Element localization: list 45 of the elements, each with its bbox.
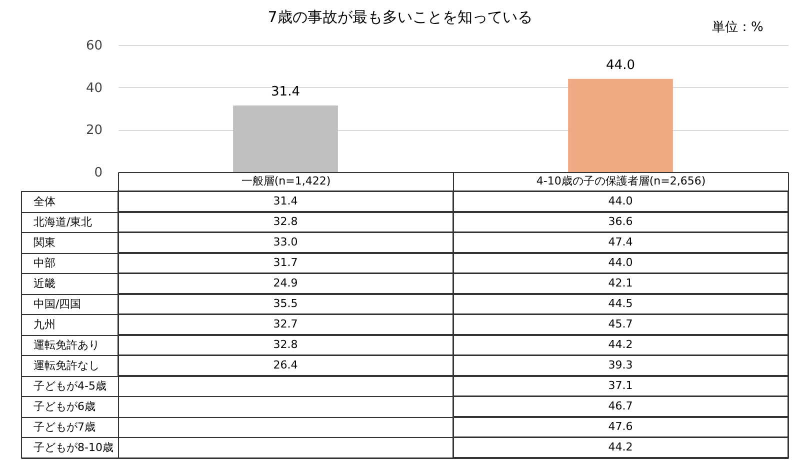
x-tick-label: 一般層(n=1,422) xyxy=(241,174,331,188)
y-tick-label: 子どもが6歳 xyxy=(34,400,96,413)
y-tick-label: 60 xyxy=(86,38,102,54)
data-label: 44.5 xyxy=(608,296,633,310)
y-tick-label: 40 xyxy=(86,80,102,96)
data-label: 32.8 xyxy=(273,338,298,351)
data-label: 39.3 xyxy=(608,358,633,372)
data-label: 32.8 xyxy=(273,214,298,228)
data-label: 36.6 xyxy=(608,214,633,228)
data-label: 35.5 xyxy=(273,296,298,310)
data-label: 44.0 xyxy=(608,256,633,269)
data-label: 24.9 xyxy=(273,276,298,290)
data-label: 44.2 xyxy=(608,338,633,351)
data-label: 46.7 xyxy=(608,399,633,412)
y-tick-label: 子どもが4-5歳 xyxy=(34,379,106,392)
text: 単位：% xyxy=(712,19,764,36)
data-label: 31.4 xyxy=(273,194,298,208)
data-label: 33.0 xyxy=(273,235,298,248)
data-label: 47.6 xyxy=(608,420,633,433)
data-label: 31.4 xyxy=(271,84,300,100)
data-label: 45.7 xyxy=(608,317,633,330)
data-label: 31.7 xyxy=(273,256,298,269)
data-label: 37.1 xyxy=(608,378,633,392)
y-tick-label: 子どもが8-10歳 xyxy=(34,440,114,454)
y-tick-label: 0 xyxy=(94,166,102,180)
y-tick-label: 関東 xyxy=(34,236,56,249)
y-tick-label: 近畿 xyxy=(34,276,56,290)
x-tick-label: 4-10歳の子の保護者層(n=2,656) xyxy=(536,174,706,188)
data-label: 32.7 xyxy=(273,317,298,330)
y-tick-label: 全体 xyxy=(34,194,56,208)
data-label: 47.4 xyxy=(608,235,633,248)
y-tick-label: 九州 xyxy=(34,318,56,331)
data-label: 44.0 xyxy=(606,58,635,73)
y-tick-label: 運転免許あり xyxy=(34,338,100,352)
y-tick-label: 北海道/東北 xyxy=(34,215,92,228)
data-label: 44.2 xyxy=(608,440,633,454)
data-label: 42.1 xyxy=(608,276,633,290)
data-label: 26.4 xyxy=(273,358,298,372)
y-tick-label: 20 xyxy=(86,123,102,138)
y-tick-label: 運転免許なし xyxy=(34,358,100,372)
y-tick-label: 中部 xyxy=(34,256,56,270)
y-tick-label: 中国/四国 xyxy=(34,297,82,310)
chart-title: 7歳の事故が最も多いことを知っている xyxy=(268,8,532,26)
y-tick-label: 子どもが7歳 xyxy=(34,420,96,434)
data-label: 44.0 xyxy=(608,194,633,208)
